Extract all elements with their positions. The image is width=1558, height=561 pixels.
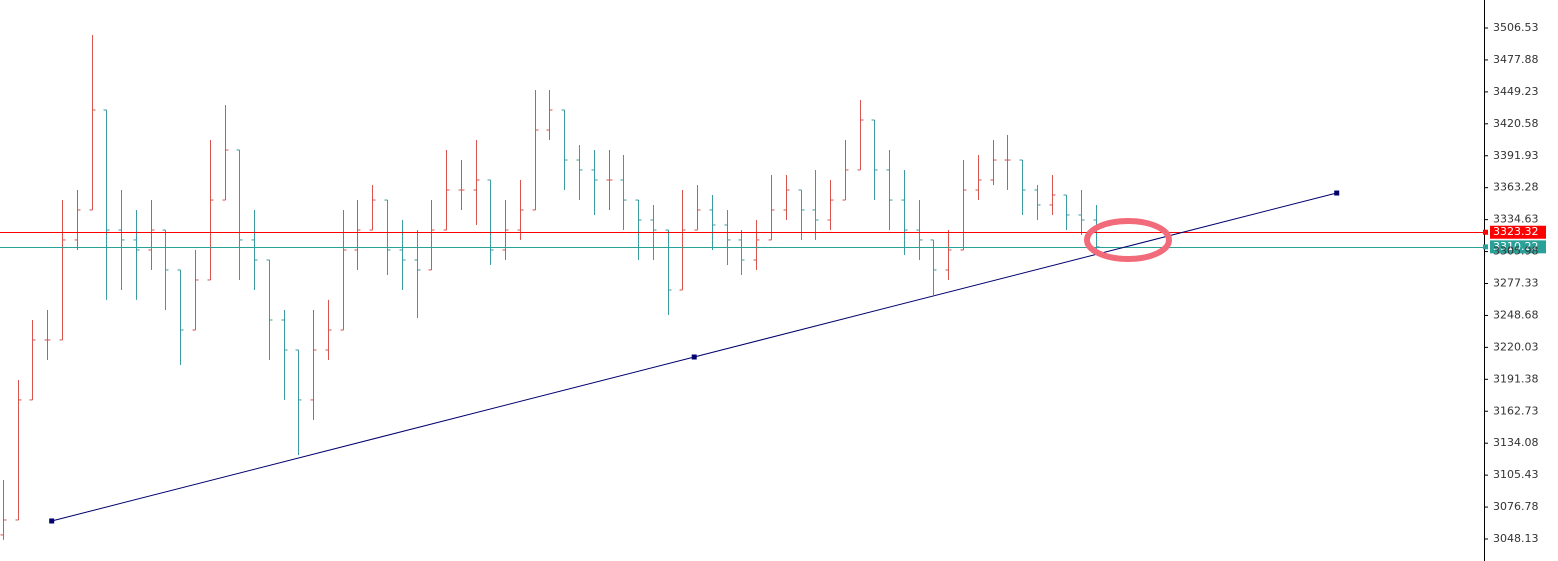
bars [0,35,1100,540]
y-tick-label: 3305.98 [1493,245,1539,258]
y-tick-label: 3506.53 [1493,21,1539,34]
price-tag [1490,225,1546,239]
y-tick-label: 3277.33 [1493,277,1539,290]
price-marker [1483,244,1488,250]
y-tick-label: 3334.63 [1493,213,1539,226]
trendline-anchor [1334,190,1340,196]
price-tag [1490,240,1546,254]
highlight-ellipse [1084,218,1172,262]
trendline-anchor [49,518,55,524]
y-tick-label: 3449.23 [1493,85,1539,98]
y-tick-label: 3363.28 [1493,181,1539,194]
y-tick-label: 3162.73 [1493,404,1539,417]
y-tick-label: 3105.43 [1493,468,1539,481]
trendline-anchor [691,354,697,360]
y-tick-label: 3420.58 [1493,117,1539,130]
y-tick-label: 3191.38 [1493,372,1539,385]
y-tick-label: 3477.88 [1493,53,1539,66]
y-tick-label: 3076.78 [1493,500,1539,513]
y-tick-label: 3220.03 [1493,340,1539,353]
overlay: 3323.32 3310.22 [0,190,1546,524]
price-tag-label: 3323.32 [1493,225,1539,238]
y-tick-label: 3391.93 [1493,149,1539,162]
price-tag-label: 3310.22 [1493,240,1539,253]
y-tick-label: 3048.13 [1493,532,1539,545]
y-tick-label: 3248.68 [1493,308,1539,321]
price-marker [1483,229,1488,235]
y-tick-label: 3134.08 [1493,436,1539,449]
